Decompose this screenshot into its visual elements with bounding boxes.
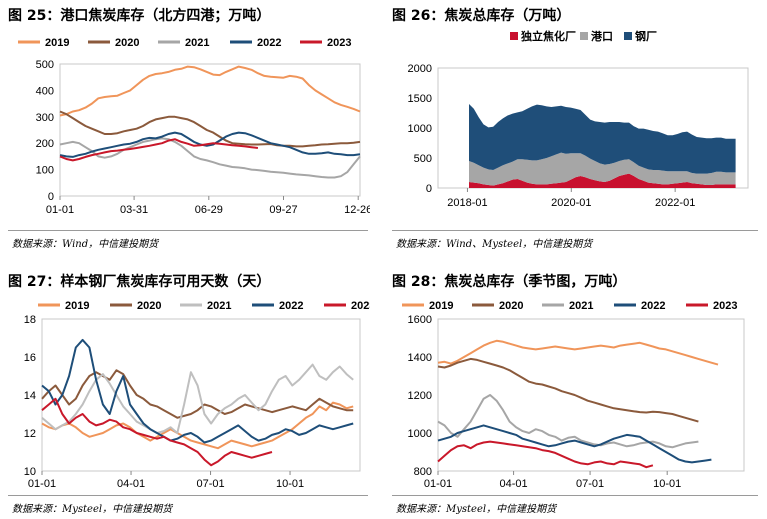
x-tick-label: 10-01: [276, 478, 304, 490]
chart28-title: 图 28：焦炭总库存（季节图，万吨）: [392, 274, 627, 290]
x-tick-label: 04-01: [500, 478, 528, 490]
y-tick-label: 800: [414, 466, 432, 478]
x-tick-label: 06-29: [195, 204, 223, 216]
y-tick-label: 200: [36, 138, 54, 150]
legend-label: 2020: [499, 300, 523, 312]
line-series-2021: [437, 394, 699, 449]
y-tick-label: 500: [414, 153, 432, 165]
chart27-title: 图 27：样本钢厂焦炭库存可用天数（天）: [8, 274, 271, 290]
legend-swatch: [580, 32, 588, 40]
legend-label: 钢厂: [635, 29, 657, 43]
legend-label: 2023: [351, 300, 370, 312]
y-tick-label: 14: [24, 390, 36, 402]
chart25-title: 图 25：港口焦炭库存（北方四港；万吨）: [8, 8, 271, 24]
x-tick-label: 04-01: [117, 478, 145, 490]
legend-label: 2022: [641, 300, 665, 312]
y-tick-label: 0: [426, 183, 432, 195]
line-series-2019: [437, 339, 719, 366]
legend-swatch: [624, 32, 632, 40]
line-series-2022: [41, 338, 354, 444]
line-series-2020: [437, 357, 699, 423]
chart28-total-coke-seasonal: 800 1000 1200 1400 1600 01-01 04-01 07-01 10-01 2…: [402, 300, 745, 490]
y-tick-label: 1500: [408, 93, 432, 105]
x-tick-label: 2018-01: [447, 197, 487, 209]
legend-label: 2020: [115, 37, 139, 49]
chart26-source: 数据来源：Wind、Mysteel，中信建投期货: [396, 239, 593, 250]
chart26-total-coke-inventory: 0 500 1000 1500 2000 2018-01 2020-01 2022-01 独立焦…: [408, 29, 749, 209]
legend-label: 2021: [569, 300, 593, 312]
y-tick-label: 1600: [408, 314, 432, 326]
legend-label: 2019: [45, 37, 69, 49]
y-tick-label: 400: [36, 85, 54, 97]
legend-label: 2021: [185, 37, 209, 49]
x-tick-label: 01-01: [28, 478, 56, 490]
x-tick-label: 01-01: [46, 204, 74, 216]
plot-frame: [41, 318, 361, 472]
y-tick-label: 16: [24, 352, 36, 364]
y-tick-label: 2000: [408, 63, 432, 75]
y-tick-label: 1400: [408, 352, 432, 364]
y-tick-label: 1000: [408, 123, 432, 135]
y-tick-label: 300: [36, 112, 54, 124]
plot-frame: [437, 318, 745, 472]
legend-label: 2023: [327, 37, 351, 49]
y-tick-label: 10: [24, 466, 36, 478]
chart28-source: 数据来源：Mysteel，中信建投期货: [396, 504, 557, 515]
line-series-2021: [59, 137, 361, 179]
y-tick-label: 100: [36, 165, 54, 177]
y-tick-label: 12: [24, 428, 36, 440]
legend-label: 2019: [429, 300, 453, 312]
legend-label: 2022: [279, 300, 303, 312]
legend-label: 2019: [65, 300, 89, 312]
line-series-2023: [59, 138, 259, 162]
legend-label: 2023: [713, 300, 737, 312]
x-tick-label: 2022-01: [655, 197, 695, 209]
x-tick-label: 2020-01: [551, 197, 591, 209]
line-series-2020: [59, 110, 361, 148]
legend-label: 独立焦化厂: [520, 29, 576, 43]
line-series-2019: [59, 65, 361, 117]
area-series-钢厂: [469, 104, 736, 174]
chart28-source-rule: [392, 495, 758, 496]
x-tick-label: 03-31: [120, 204, 148, 216]
area-series-港口: [469, 152, 736, 186]
legend-swatch: [510, 32, 518, 40]
line-series-2022: [59, 131, 361, 158]
legend-label: 2020: [137, 300, 161, 312]
line-series-2023: [437, 440, 654, 469]
plot-frame: [59, 63, 361, 197]
y-tick-label: 18: [24, 314, 36, 326]
chart26-title: 图 26：焦炭总库存（万吨）: [392, 8, 571, 24]
area-series-独立焦化厂: [469, 173, 736, 188]
x-tick-label: 09-27: [269, 204, 297, 216]
chart25-source: 数据来源：Wind，中信建投期货: [12, 239, 159, 250]
legend-label: 2022: [257, 37, 281, 49]
legend-label: 2021: [207, 300, 231, 312]
chart27-source: 数据来源：Mysteel，中信建投期货: [12, 504, 173, 515]
y-tick-label: 1000: [408, 428, 432, 440]
chart25-port-coke-inventory: 0 100 200 300 400 500 01-01 03-31 06-29 09-27 12-2…: [18, 37, 370, 216]
y-tick-label: 0: [48, 191, 54, 203]
x-tick-label: 10-01: [653, 478, 681, 490]
chart26-source-rule: [392, 230, 758, 231]
x-tick-label: 07-01: [576, 478, 604, 490]
legend-label: 港口: [591, 29, 613, 43]
y-tick-label: 1200: [408, 390, 432, 402]
chart27-source-rule: [8, 495, 368, 496]
chart27-steel-mill-coke-days: 10 12 14 16 18 01-01 04-01 07-01 10-01 2019 2020 20…: [24, 300, 370, 490]
line-series-2023: [41, 397, 273, 467]
line-series-2019: [41, 401, 354, 450]
chart25-source-rule: [8, 230, 368, 231]
x-tick-label: 07-01: [196, 478, 224, 490]
y-tick-label: 500: [36, 59, 54, 71]
line-series-2022: [437, 424, 712, 464]
line-series-2021: [41, 363, 354, 434]
x-tick-label: 01-01: [424, 478, 452, 490]
x-tick-label: 12-26: [344, 204, 370, 216]
